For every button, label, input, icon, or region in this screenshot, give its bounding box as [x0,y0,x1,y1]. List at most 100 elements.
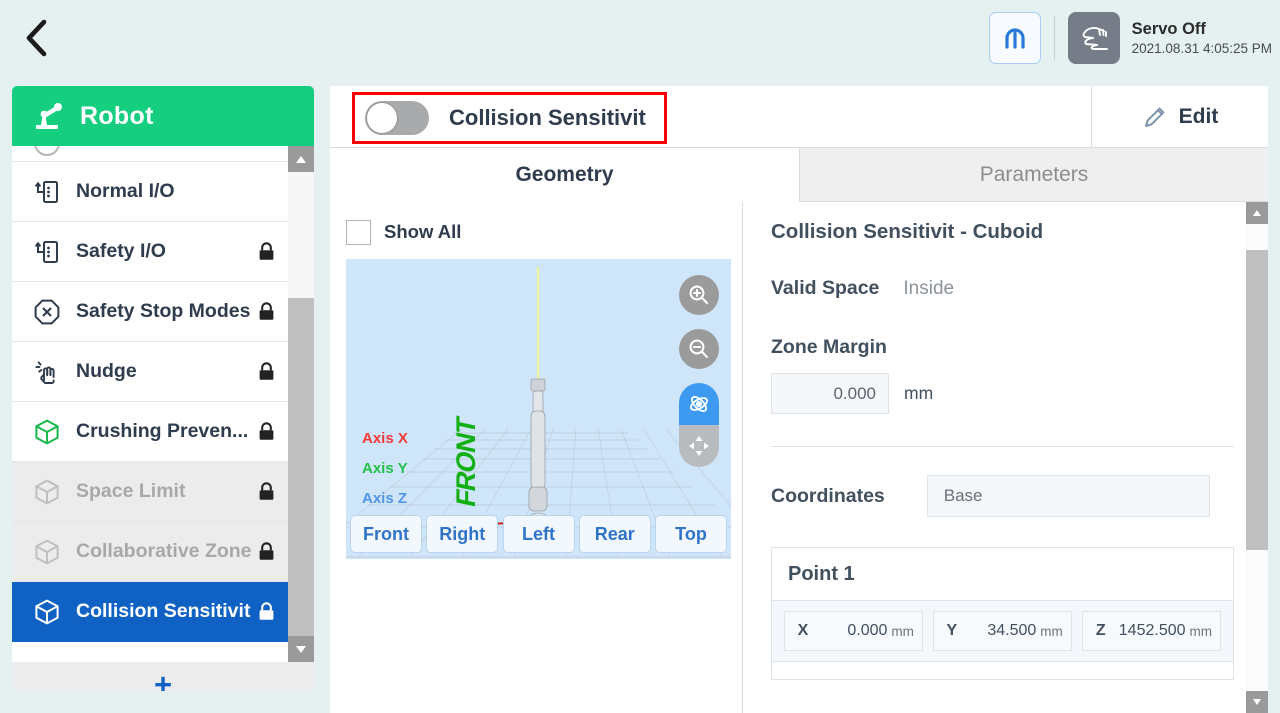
coord-x-unit: mm [891,623,914,639]
io-module-icon [34,180,58,203]
sidebar-scroll-thumb[interactable] [288,298,314,636]
edit-button-label: Edit [1178,104,1219,128]
stop-octagon-icon [34,299,60,324]
front-orientation-marker: FRONT [451,415,481,510]
panel-header: Collision Sensitivit Edit [330,86,1268,148]
sidebar-item-crushing-preven[interactable]: Crushing Preven... [12,402,288,462]
view-front-label: Front [363,523,409,544]
view-button-front[interactable]: Front [350,515,422,553]
back-button[interactable] [8,10,64,66]
sidebar-scrollbar[interactable] [288,146,314,662]
view-button-left[interactable]: Left [502,515,575,553]
status-text: Servo Off 2021.08.31 4:05:25 PM [1132,18,1272,58]
orbit-rotate-icon [690,396,708,412]
main-panel: Collision Sensitivit Edit Geometry Param… [330,86,1268,713]
io-module-icon [34,240,58,263]
sidebar-item-collision-sensitivit[interactable]: Collision Sensitivit [12,582,288,642]
sidebar-item-label: Space Limit [76,480,186,502]
view-button-right[interactable]: Right [426,515,499,553]
io-module-icon [32,177,62,207]
zoom-in-button[interactable] [679,275,719,315]
sidebar-item-safety-i-o[interactable]: Safety I/O [12,222,288,282]
detail-scroll-down-button[interactable] [1246,691,1268,713]
pan-move-button[interactable] [679,425,719,467]
view-left-label: Left [522,523,555,544]
nudge-hand-icon [35,360,55,384]
robot-state-button[interactable] [988,12,1041,64]
timestamp-label: 2021.08.31 4:05:25 PM [1131,41,1272,57]
detail-title: Collision Sensitivit - Cuboid [771,220,1044,243]
sidebar-item-normal-i-o[interactable]: Normal I/O [12,162,288,222]
view-button-top[interactable]: Top [655,515,727,553]
stop-octagon-icon [32,297,62,327]
sidebar-item-label: Collision Sensitivit [76,600,251,622]
sidebar-item-label: Nudge [76,360,137,382]
coord-y-key: Y [946,622,958,639]
add-item-button[interactable]: + [12,662,314,691]
lock-slot [256,482,276,501]
sidebar-scroll-up-button[interactable] [288,146,314,172]
show-all-checkbox-row[interactable]: Show All [346,216,742,248]
servo-icon-button[interactable] [1067,12,1120,64]
coord-field-z[interactable]: Z 1452.500 mm [1081,611,1222,651]
tab-geometry[interactable]: Geometry [330,148,799,202]
detail-scrollbar[interactable] [1246,202,1268,713]
point-title: Point 1 [788,562,855,585]
coordinates-select[interactable]: Base [926,475,1210,517]
coord-z-unit: mm [1189,623,1213,639]
zoom-in-icon [689,285,709,305]
zoom-out-button[interactable] [679,329,719,369]
sidebar: Robot Normal I/O Safety I/O Safety Stop Mo… [12,86,314,691]
view-button-rear[interactable]: Rear [578,515,651,553]
detail-scroll-up-button[interactable] [1246,202,1268,224]
sidebar-item-nudge[interactable]: Nudge [12,342,288,402]
status-divider [1053,16,1055,60]
view-top-label: Top [675,523,707,544]
sidebar-list: Normal I/O Safety I/O Safety Stop Modes Nud… [12,146,288,662]
zone-margin-unit: mm [904,383,934,403]
cube-icon [35,599,59,624]
lock-slot [256,542,276,561]
valid-space-row: Valid Space Inside [771,277,1234,300]
cube-white-icon [32,597,62,627]
show-all-checkbox[interactable] [346,219,371,245]
sidebar-item-label: Crushing Preven... [76,420,249,442]
tab-geometry-label: Geometry [515,162,614,186]
sidebar-title: Robot [80,101,154,130]
sidebar-item-safety-stop-modes[interactable]: Safety Stop Modes [12,282,288,342]
coord-y-value: 34.500 [987,622,1037,639]
zoom-out-icon [689,339,709,359]
orbit-rotate-button[interactable] [679,383,719,425]
sidebar-item-space-limit[interactable]: Space Limit [12,462,288,522]
cube-grey-icon [32,477,62,507]
coord-y-unit: mm [1040,623,1063,639]
servo-status-label: Servo Off [1131,19,1206,38]
robot-gripper-icon [1005,28,1025,49]
edit-button[interactable]: Edit [1091,86,1268,147]
coord-field-y[interactable]: Y 34.500 mm [932,611,1072,651]
triangle-up-icon [296,155,306,163]
pan-move-icon [689,436,709,456]
detail-scroll-thumb[interactable] [1246,250,1268,550]
sidebar-item-label: Safety Stop Modes [76,300,251,322]
coord-field-x[interactable]: X 0.000 mm [784,611,923,651]
coordinates-label: Coordinates [771,484,885,507]
view-right-label: Right [439,523,486,544]
zone-margin-input[interactable]: 0.000 [771,373,889,414]
tab-parameters-label: Parameters [979,162,1089,186]
3d-viewport[interactable]: Axis X Axis Y Axis Z FRONT [346,259,731,559]
point-card: Point 1 X 0.000 mm Y 34.500 mm [771,547,1234,680]
lock-icon [259,482,273,500]
lock-slot [256,602,276,621]
lock-slot [256,302,276,321]
lock-slot [256,242,276,261]
sidebar-scroll-down-button[interactable] [288,636,314,662]
tab-parameters[interactable]: Parameters [799,148,1268,202]
view-rear-label: Rear [594,523,635,544]
hand-gesture-icon [1082,27,1108,50]
sidebar-item-clipped[interactable] [12,146,288,162]
collision-sensitivity-toggle[interactable] [365,101,429,135]
sidebar-item-collaborative-zone[interactable]: Collaborative Zone [12,522,288,582]
show-all-label: Show All [384,221,462,242]
